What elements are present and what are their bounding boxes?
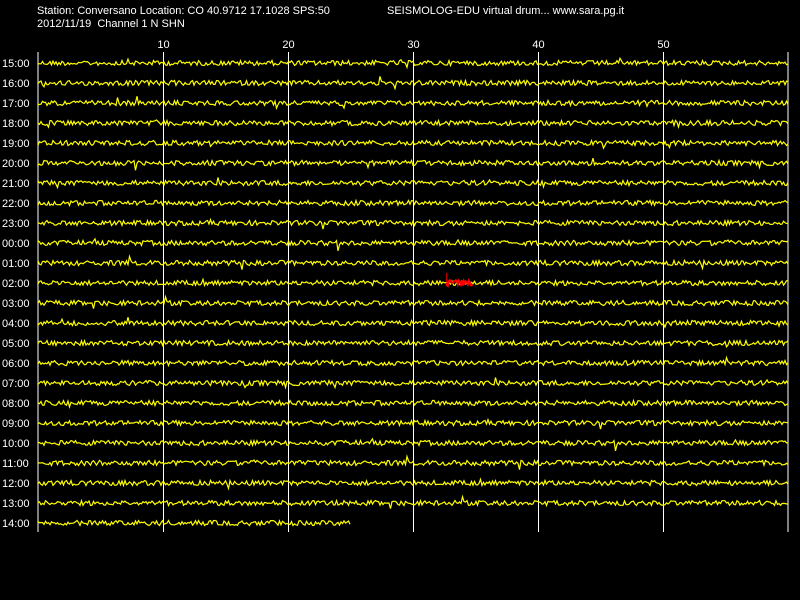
hour-label: 03:00: [2, 298, 30, 310]
minute-tick-label: 30: [407, 39, 419, 51]
seismic-trace: [37, 494, 789, 509]
seismic-trace: [37, 198, 789, 208]
seismic-trace: [37, 519, 351, 527]
seismic-trace: [37, 417, 789, 430]
hour-label: 19:00: [2, 138, 30, 150]
hour-label: 05:00: [2, 338, 30, 350]
seismic-trace: [37, 398, 789, 410]
seismic-trace: [37, 294, 789, 309]
seismic-trace: [37, 118, 789, 130]
trace-layer: [37, 56, 789, 527]
hour-label: 16:00: [2, 78, 30, 90]
seismic-trace: [37, 96, 789, 111]
hour-label: 06:00: [2, 358, 30, 370]
hour-label: 14:00: [2, 518, 30, 530]
minute-tick-label: 20: [282, 39, 294, 51]
seismic-trace: [37, 76, 789, 91]
seismic-trace: [37, 157, 789, 171]
seismic-trace: [37, 377, 789, 390]
seismic-trace: [37, 138, 789, 150]
hour-label: 00:00: [2, 238, 30, 250]
hour-label: 22:00: [2, 198, 30, 210]
minute-tick-label: 40: [532, 39, 544, 51]
hour-label: 15:00: [2, 58, 30, 70]
hour-label: 02:00: [2, 278, 30, 290]
seismic-trace: [37, 355, 789, 368]
seismic-trace: [37, 317, 789, 329]
hour-label: 20:00: [2, 158, 30, 170]
station-info: Station: Conversano Location: CO 40.9712…: [37, 5, 330, 17]
hour-label: 13:00: [2, 498, 30, 510]
seismic-trace: [37, 254, 789, 271]
seismic-trace: [37, 217, 789, 230]
date-channel-info: 2012/11/19 Channel 1 N SHN: [37, 18, 185, 30]
hour-label: 12:00: [2, 478, 30, 490]
hour-label: 08:00: [2, 398, 30, 410]
seismic-trace: [37, 237, 789, 251]
hour-label: 04:00: [2, 318, 30, 330]
minute-tick-label: 10: [157, 39, 169, 51]
grid-layer: [37, 52, 789, 532]
minute-tick-label: 50: [657, 39, 669, 51]
seismic-trace: [37, 177, 789, 190]
seismic-trace: [37, 454, 789, 470]
drum-title: SEISMOLOG-EDU virtual drum... www.sara.p…: [387, 5, 625, 17]
hour-label: 10:00: [2, 438, 30, 450]
hour-label: 23:00: [2, 218, 30, 230]
event-trace: [445, 277, 473, 288]
label-layer: 10 20 30 40 50 15:00 16:00 17:00 18:00 19:00 20:00…: [2, 39, 670, 530]
hour-label: 09:00: [2, 418, 30, 430]
hour-label: 01:00: [2, 258, 30, 270]
hour-label: 21:00: [2, 178, 30, 190]
seismic-trace: [37, 277, 789, 288]
seismic-trace: [37, 477, 789, 491]
seismic-trace: [37, 338, 789, 349]
hour-label: 11:00: [2, 458, 29, 470]
hour-label: 17:00: [2, 98, 30, 110]
seismic-trace: [37, 437, 789, 451]
hour-label: 07:00: [2, 378, 30, 390]
hour-label: 18:00: [2, 118, 30, 130]
seismic-trace: [37, 56, 789, 70]
